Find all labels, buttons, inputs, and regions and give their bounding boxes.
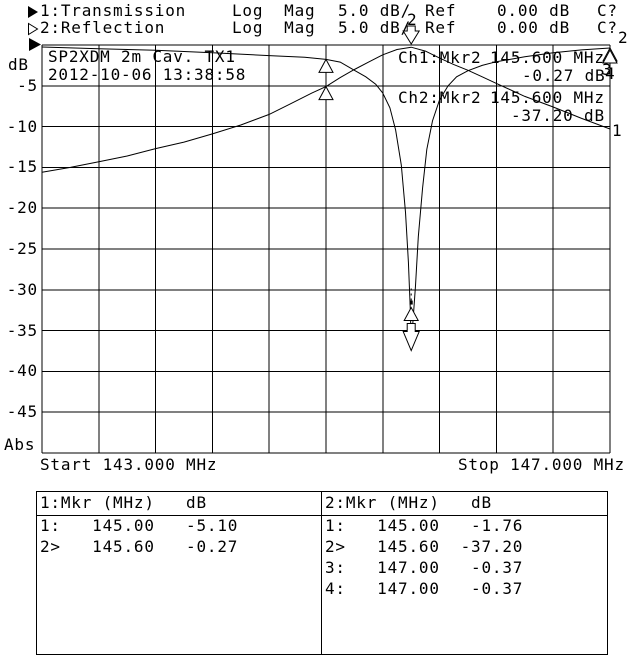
y-tick-label: -15 [6, 157, 38, 177]
ch1-cal-status: C? [597, 1, 618, 20]
ch1-marker-label: Ch1:Mkr2 [398, 48, 482, 67]
ch2-format: Log Mag [232, 18, 316, 37]
ch2-marker-label: Ch2:Mkr2 [398, 88, 482, 107]
marker-1-triangle-icon [318, 58, 334, 73]
table-row: 3: 147.00 -0.37 [325, 558, 524, 577]
ch2-trace-arrow-icon [28, 22, 39, 36]
y-axis-unit: dB [8, 55, 29, 74]
ch1-active-trace-arrow-icon [28, 6, 38, 18]
notch-marker-triangle-icon [403, 306, 420, 322]
table-row: 2> 145.60 -0.27 [40, 537, 239, 556]
trace-label-1: 1 [612, 121, 622, 140]
marker-3-triangle-icon [602, 46, 618, 62]
ch2-ref-value: 0.00 dB [497, 18, 571, 37]
ch1-marker-freq: 145.600 MHz [490, 48, 605, 67]
notch-marker-arrow-icon [402, 323, 420, 352]
trace-label-2: 2 [618, 28, 628, 47]
ch2-marker-value: -37.20 dB [511, 106, 605, 125]
ch1-reference-arrow-icon [29, 38, 41, 51]
y-tick-label: -35 [6, 320, 38, 340]
ch2-ref-label: Ref [425, 18, 457, 37]
marker-4-triangle-icon [602, 48, 618, 64]
y-tick-label: -45 [6, 402, 38, 422]
ch2-scale: 5.0 dB/ [338, 18, 412, 37]
ch1-ref-label: Ref [425, 1, 457, 20]
y-tick-label: -10 [6, 116, 38, 136]
y-tick-label: -40 [6, 361, 38, 381]
ch1-scale: 5.0 dB/ [338, 1, 412, 20]
marker-table-ch2-header: 2:Mkr (MHz) dB [325, 493, 492, 512]
ch1-marker-value: -0.27 dB [522, 66, 606, 85]
start-frequency-label: Start 143.000 MHz [40, 455, 218, 474]
ch2-cal-status: C? [597, 18, 618, 37]
marker-1-triangle-icon [318, 85, 334, 101]
ch2-marker-freq: 145.600 MHz [490, 88, 605, 107]
stop-frequency-label: Stop 147.000 MHz [458, 455, 625, 474]
ch1-format: Log Mag [232, 1, 316, 20]
marker-table-header-rule [37, 515, 607, 516]
table-row: 4: 147.00 -0.37 [325, 579, 524, 598]
marker-table-divider [321, 492, 322, 654]
y-axis-mode: Abs [4, 435, 36, 454]
marker-label-4: 4 [605, 64, 615, 83]
ch2-trace-name: 2:Reflection [40, 18, 166, 37]
notch-marker-dot-icon [409, 300, 413, 305]
y-tick-label: -25 [6, 239, 38, 258]
measurement-title: SP2XDM 2m Cav. TX1 [48, 47, 236, 66]
timestamp: 2012-10-06 13:38:58 [48, 65, 247, 84]
y-tick-label: -30 [6, 279, 38, 299]
ch1-ref-value: 0.00 dB [497, 1, 571, 20]
marker-table-ch1-header: 1:Mkr (MHz) dB [40, 493, 207, 512]
table-row: 1: 145.00 -5.10 [40, 516, 239, 535]
y-tick-label: -5 [17, 75, 38, 95]
table-row: 1: 145.00 -1.76 [325, 516, 524, 535]
y-tick-label: -20 [6, 198, 38, 218]
marker-table: 1:Mkr (MHz) dB 2:Mkr (MHz) dB 1: 145.00 … [36, 491, 608, 655]
ch1-trace-name: 1:Transmission [40, 1, 187, 20]
table-row: 2> 145.60 -37.20 [325, 537, 524, 556]
